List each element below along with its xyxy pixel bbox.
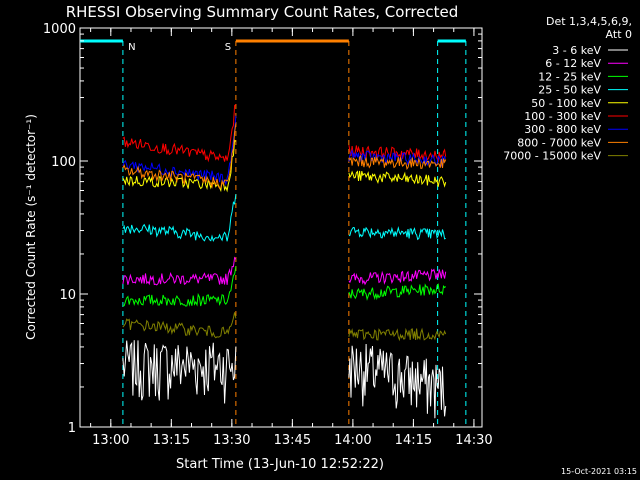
y-axis-label: Corrected Count Rate (s⁻¹ detector⁻¹) <box>24 114 38 340</box>
legend-header-line-1: Det 1,3,4,5,6,9, <box>546 15 632 28</box>
series-trace <box>348 343 447 419</box>
series-line <box>122 256 447 286</box>
y-tick-label: 10 <box>59 288 76 303</box>
plot-timestamp: 15-Oct-2021 03:15 <box>561 467 637 476</box>
x-tick-label: 13:45 <box>274 433 311 448</box>
series-trace <box>122 104 237 163</box>
axis-layer: 13:00 13:15 13:30 13:45 14:00 14:15 14:30 1 10 10… <box>43 22 493 448</box>
legend-header-line-2: Att 0 <box>606 28 632 41</box>
x-tick-label: 13:15 <box>153 433 190 448</box>
series-trace <box>122 256 237 286</box>
y-tick-label: 1 <box>68 421 76 436</box>
series-line <box>122 194 446 243</box>
series-trace <box>122 340 237 404</box>
series-trace <box>348 226 446 241</box>
series-trace <box>122 115 237 186</box>
x-tick-label: 14:30 <box>455 433 492 448</box>
series-trace <box>348 148 447 167</box>
x-axis-label: Start Time (13-Jun-10 12:52:22) <box>176 457 384 472</box>
x-tick-label: 13:00 <box>92 433 129 448</box>
series-trace <box>348 268 447 286</box>
y-tick-label: 100 <box>51 155 76 170</box>
plot-frame <box>79 27 483 428</box>
series-trace <box>122 123 237 189</box>
series-trace <box>122 194 237 243</box>
series-trace <box>348 145 447 163</box>
chart-title: RHESSI Observing Summary Count Rates, Co… <box>66 3 459 21</box>
series-trace <box>122 139 237 193</box>
legend-entry-label: 50 - 100 keV <box>531 97 601 110</box>
series-trace <box>348 327 447 342</box>
flag-label: N <box>128 42 135 53</box>
flag-label: S <box>225 42 231 53</box>
series-layer <box>122 104 447 419</box>
series-trace <box>348 283 447 301</box>
legend-entry-label: 300 - 800 keV <box>524 123 601 136</box>
legend-entry-label: 7000 - 15000 keV <box>503 150 601 163</box>
series-line <box>122 115 447 186</box>
series-line <box>122 104 447 163</box>
legend-entry-label: 12 - 25 keV <box>538 70 601 83</box>
series-line <box>122 139 447 193</box>
x-tick-label: 14:15 <box>395 433 432 448</box>
legend-entry-label: 3 - 6 keV <box>552 44 601 57</box>
series-line <box>122 123 447 189</box>
series-line <box>122 266 447 307</box>
series-trace <box>348 170 447 188</box>
series-line <box>122 340 447 419</box>
series-trace <box>122 266 237 307</box>
y-tick-label: 1000 <box>43 22 76 37</box>
series-line <box>122 312 447 342</box>
x-tick-label: 13:30 <box>213 433 250 448</box>
series-trace <box>122 312 237 339</box>
series-trace <box>348 154 447 171</box>
x-tick-label: 14:00 <box>334 433 371 448</box>
legend-entry-label: 800 - 7000 keV <box>517 136 601 149</box>
plot-border <box>79 27 483 428</box>
legend-entry-label: 25 - 50 keV <box>538 84 601 97</box>
legend-entry-label: 100 - 300 keV <box>524 110 601 123</box>
legend-entry-label: 6 - 12 keV <box>545 57 601 70</box>
